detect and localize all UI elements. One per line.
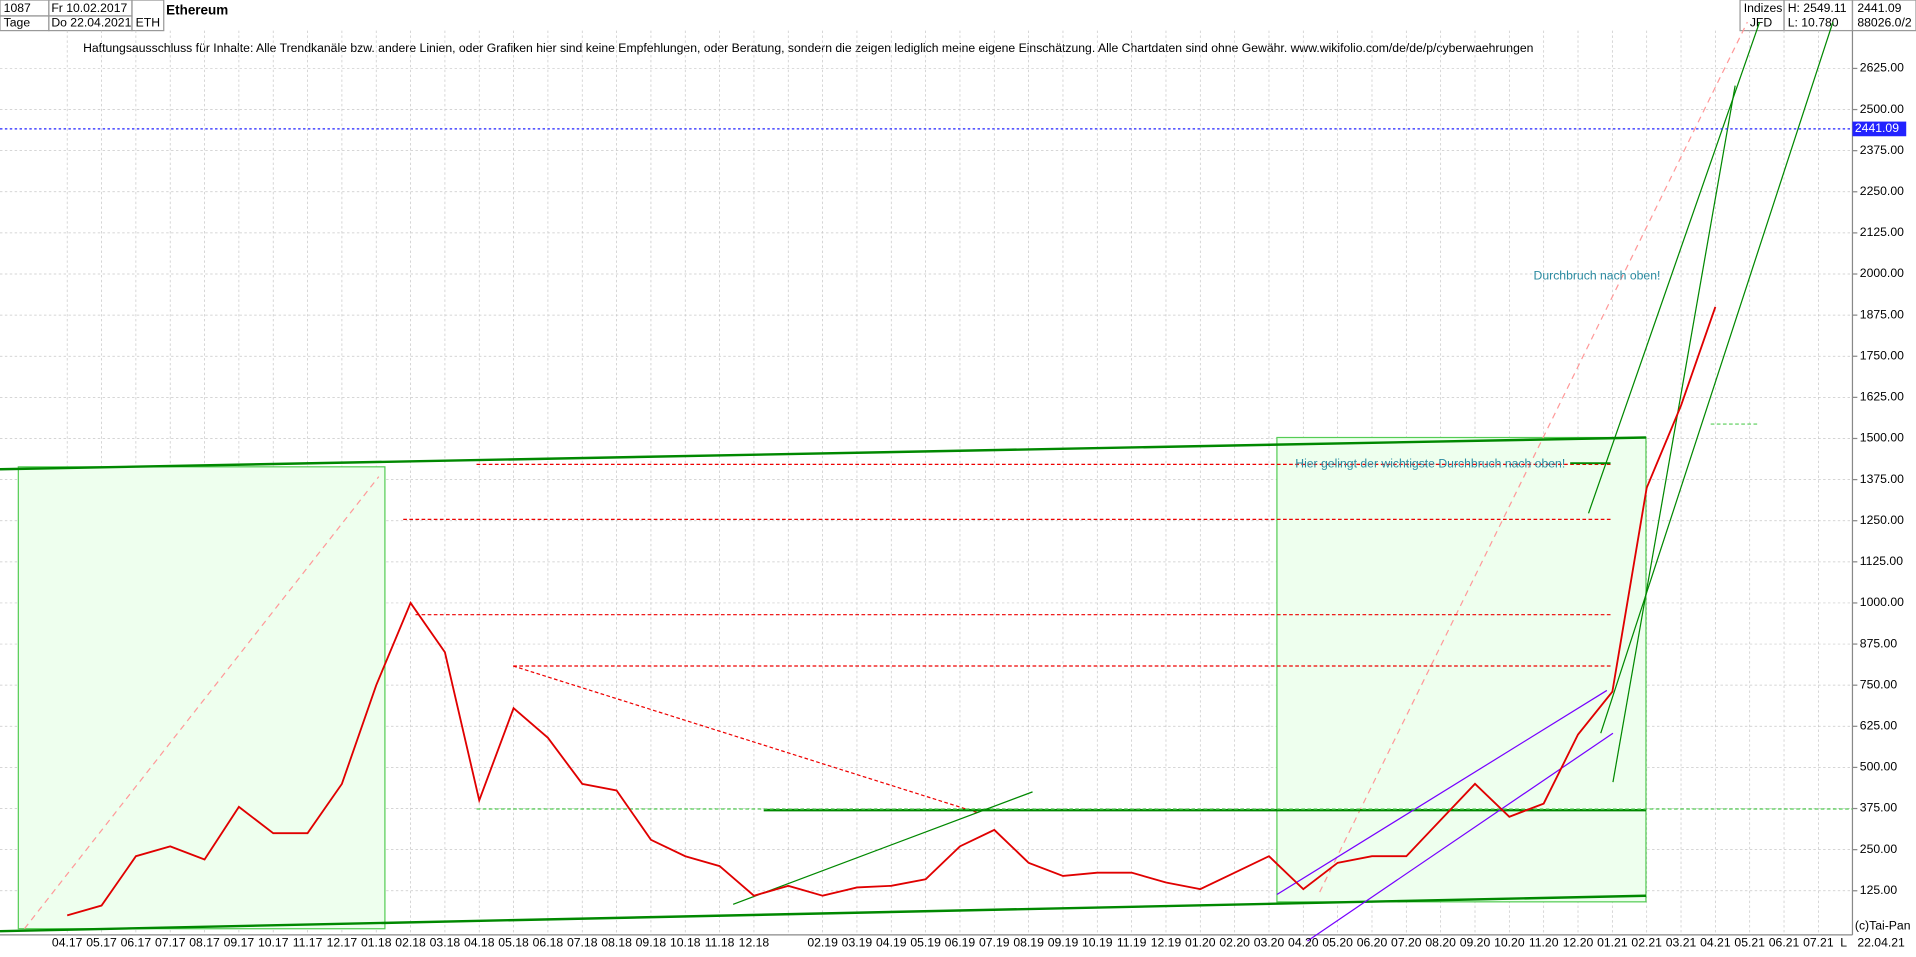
volume: 88026.0/2 [1857, 15, 1912, 29]
bars: 1087 [4, 1, 31, 15]
x-tick-label: 07.17 [155, 936, 186, 950]
low: L: 10.780 [1788, 15, 1839, 29]
x-tick-label: 05.21 [1734, 936, 1765, 950]
x-tick-label: 11.19 [1117, 936, 1147, 950]
x-tick-label: 07.21 [1803, 936, 1834, 950]
current-price-box [1852, 121, 1907, 137]
x-tick-label: 02.19 [807, 936, 838, 950]
y-tick-label: 375.00 [1860, 801, 1898, 815]
x-tick-label: 09.19 [1048, 936, 1079, 950]
x-tick-label: 07.19 [979, 936, 1010, 950]
x-tick-label: 10.18 [670, 936, 701, 950]
x-tick-label: 04.21 [1700, 936, 1731, 950]
x-tick-label: 02.18 [395, 936, 426, 950]
chart-title: Ethereum [166, 3, 228, 18]
trend-drawings [0, 21, 1853, 942]
y-tick-label: 250.00 [1860, 842, 1898, 856]
header [0, 0, 1916, 32]
x-tick-label: 03.19 [842, 936, 873, 950]
x-tick-label: 04.17 [52, 936, 83, 950]
y-tick-label: 625.00 [1860, 719, 1898, 733]
y-tick-label: 500.00 [1860, 760, 1898, 774]
current-price-label: 2441.09 [1855, 121, 1899, 135]
y-tick-label: 1250.00 [1860, 513, 1904, 527]
x-tick-label: 03.20 [1254, 936, 1285, 950]
x-tick-label: 03.18 [430, 936, 461, 950]
scale-mode: L [1840, 936, 1847, 950]
x-tick-label: 08.20 [1425, 936, 1456, 950]
start-date: Fr 10.02.2017 [51, 1, 127, 15]
x-tick-label: 06.20 [1357, 936, 1388, 950]
y-tick-label: 1125.00 [1860, 554, 1903, 568]
x-tick-label: 09.18 [636, 936, 667, 950]
x-tick-label: 12.19 [1151, 936, 1182, 950]
last: 2441.09 [1857, 1, 1901, 15]
x-tick-label: 11.18 [705, 936, 735, 950]
x-tick-label: 06.17 [121, 936, 152, 950]
x-tick-label: 10.20 [1494, 936, 1525, 950]
x-tick-label: 12.17 [327, 936, 358, 950]
y-tick-label: 750.00 [1860, 677, 1898, 691]
x-tick-label: 07.20 [1391, 936, 1422, 950]
x-tick-label: 09.17 [224, 936, 255, 950]
x-tick-label: 04.18 [464, 936, 495, 950]
x-tick-label: 08.19 [1013, 936, 1044, 950]
group: Indizes [1744, 1, 1783, 15]
x-tick-label: 08.17 [189, 936, 220, 950]
x-tick-label: 01.18 [361, 936, 392, 950]
x-tick-label: 06.18 [533, 936, 564, 950]
copyright: (c)Tai-Pan [1855, 919, 1911, 933]
footer-date: 22.04.21 [1857, 936, 1905, 950]
x-tick-label: 12.20 [1563, 936, 1594, 950]
y-tick-label: 1750.00 [1860, 348, 1904, 362]
y-tick-label: 1875.00 [1860, 307, 1904, 321]
annotation: Durchbruch nach oben! [1534, 268, 1661, 282]
period: Tage [4, 15, 31, 29]
y-tick-label: 2125.00 [1860, 225, 1904, 239]
x-tick-label: 04.19 [876, 936, 907, 950]
x-tick-label: 11.20 [1529, 936, 1559, 950]
y-tick-label: 2500.00 [1860, 102, 1904, 116]
annotation: Hier gelingt der wichtigste Durchbruch n… [1295, 457, 1565, 471]
x-tick-label: 12.18 [739, 936, 770, 950]
y-tick-label: 1000.00 [1860, 595, 1904, 609]
x-tick-label: 02.20 [1219, 936, 1250, 950]
x-tick-label: 05.20 [1322, 936, 1353, 950]
x-tick-label: 01.20 [1185, 936, 1216, 950]
y-tick-label: 1625.00 [1860, 390, 1904, 404]
x-tick-label: 11.17 [293, 936, 323, 950]
high: H: 2549.11 [1788, 1, 1847, 15]
y-tick-label: 2250.00 [1860, 184, 1904, 198]
y-tick-label: 875.00 [1860, 636, 1898, 650]
source: JFD [1750, 15, 1773, 29]
x-tick-label: 08.18 [601, 936, 632, 950]
x-tick-label: 05.17 [86, 936, 117, 950]
y-tick-label: 2375.00 [1860, 143, 1904, 157]
price-line [66, 306, 1717, 917]
x-tick-label: 09.20 [1460, 936, 1491, 950]
subtitle: Haftungsausschluss für Inhalte: Alle Tre… [83, 41, 1533, 55]
x-tick-label: 02.21 [1631, 936, 1662, 950]
y-tick-label: 125.00 [1860, 883, 1898, 897]
y-tick-label: 2625.00 [1860, 61, 1904, 75]
x-tick-label: 10.17 [258, 936, 289, 950]
x-tick-label: 06.19 [945, 936, 976, 950]
x-tick-label: 10.19 [1082, 936, 1113, 950]
x-tick-label: 05.18 [498, 936, 529, 950]
x-tick-label: 04.20 [1288, 936, 1319, 950]
x-tick-label: 05.19 [910, 936, 941, 950]
y-tick-label: 1500.00 [1860, 431, 1904, 445]
end-date: Do 22.04.2021 [51, 15, 131, 29]
x-tick-label: 01.21 [1597, 936, 1628, 950]
y-tick-label: 1375.00 [1860, 472, 1904, 486]
x-tick-label: 07.18 [567, 936, 598, 950]
y-tick-label: 2000.00 [1860, 266, 1904, 280]
x-tick-label: 03.21 [1666, 936, 1697, 950]
x-tick-label: 06.21 [1769, 936, 1800, 950]
symbol: ETH [136, 15, 160, 29]
